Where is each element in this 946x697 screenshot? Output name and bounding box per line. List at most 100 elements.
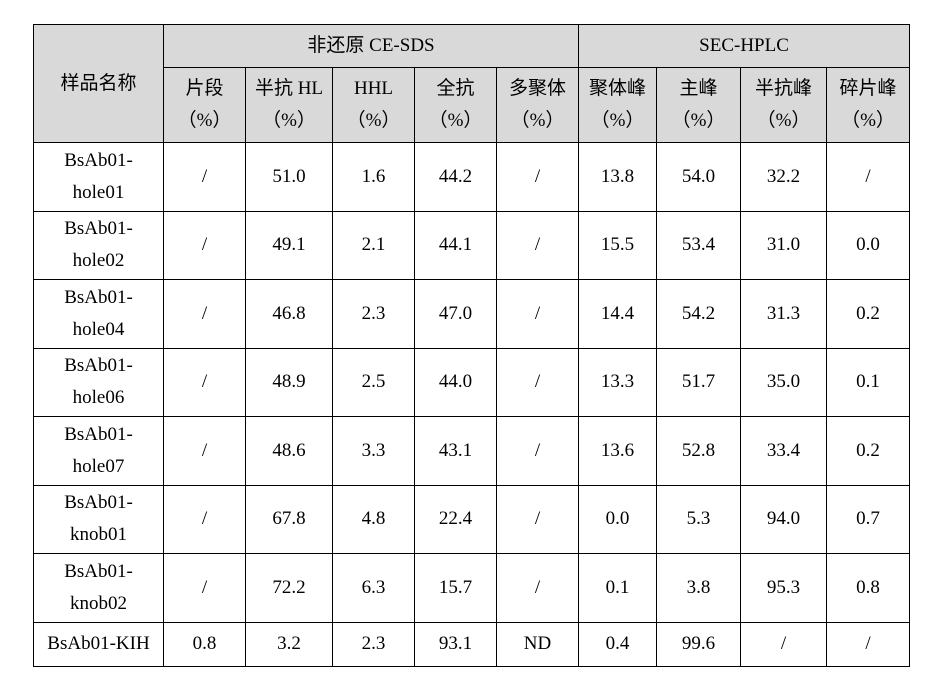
column-name: HHL (353, 78, 394, 99)
data-cell: 94.0 (740, 484, 828, 554)
data-cell: 2.5 (332, 347, 415, 417)
sample-name: BsAb01-hole07 (33, 416, 164, 486)
column-unit: （%） (346, 110, 401, 131)
column-header: HHL （%） (332, 67, 415, 143)
data-cell: 44.2 (414, 142, 497, 212)
column-unit: （%） (428, 110, 483, 131)
data-cell: / (163, 279, 246, 349)
data-cell: 2.1 (332, 210, 415, 280)
data-cell: 13.3 (578, 347, 658, 417)
data-cell: / (495, 142, 580, 212)
data-cell: 44.1 (414, 210, 497, 280)
data-cell: / (495, 416, 580, 486)
data-cell: 51.7 (656, 347, 742, 417)
table-header: 样品名称 非还原 CE-SDS SEC-HPLC 片段 （%） 半抗 HL （%） HHL （%… (33, 24, 911, 143)
data-cell: 2.3 (332, 279, 415, 349)
data-cell: 3.8 (656, 553, 742, 623)
column-header: 半抗峰 （%） (740, 67, 828, 143)
data-cell: 46.8 (245, 279, 333, 349)
header-row: 样品名称 非还原 CE-SDS SEC-HPLC (33, 24, 911, 143)
data-row: BsAb01-hole06/48.9 2.5 44.0/13.3 51.7 35.0 0.… (33, 347, 911, 417)
data-cell: 13.6 (578, 416, 658, 486)
data-cell: 93.1 (414, 621, 497, 667)
data-cell: / (163, 484, 246, 554)
sample-name: BsAb01-hole06 (33, 347, 164, 417)
column-header: 碎片峰 （%） (826, 67, 911, 143)
data-cell: 49.1 (245, 210, 333, 280)
data-cell: 0.0 (578, 484, 658, 554)
data-cell: 52.8 (656, 416, 742, 486)
column-header: 半抗 HL （%） (245, 67, 333, 143)
group-header: 非还原 CE-SDS (162, 24, 580, 68)
data-cell: 1.6 (332, 142, 415, 212)
data-table: 样品名称 非还原 CE-SDS SEC-HPLC 片段 （%） 半抗 HL （%） HHL （%… (33, 24, 911, 667)
sample-name: BsAb01-knob01 (33, 484, 164, 554)
data-row: BsAb01-knob02/72.2 6.3 15.7/0.1 3.8 95.3 0.8 (33, 553, 911, 623)
column-unit: （%） (671, 110, 726, 131)
data-cell: 33.4 (740, 416, 828, 486)
column-name: 半抗峰 (755, 78, 813, 99)
data-cell: 31.0 (740, 210, 828, 280)
data-cell: 0.8 (163, 621, 246, 667)
data-cell: / (163, 142, 246, 212)
data-cell: 14.4 (578, 279, 658, 349)
sample-name: BsAb01-KIH (33, 621, 164, 667)
column-name: 全抗 (436, 78, 475, 99)
column-unit: （%） (590, 110, 645, 131)
data-cell: 0.2 (826, 416, 911, 486)
data-cell: 48.9 (245, 347, 333, 417)
data-cell: 0.8 (826, 553, 911, 623)
data-cell: 0.7 (826, 484, 911, 554)
data-cell: / (495, 279, 580, 349)
data-cell: / (495, 553, 580, 623)
column-header: 全抗 （%） (414, 67, 497, 143)
header-row: 片段 （%） 半抗 HL （%） HHL （%） 全抗 （%） 多聚体 （%） 聚体峰 （%） 主峰 （%… (34, 67, 911, 143)
data-cell: 51.0 (245, 142, 333, 212)
data-cell: / (163, 347, 246, 417)
data-row: BsAb01-hole02/49.1 2.1 44.1/15.5 53.4 31.0 0.… (33, 210, 911, 280)
column-unit: （%） (756, 110, 811, 131)
data-row: BsAb01-hole01/51.0 1.6 44.2/13.8 54.0 32.2/ (33, 142, 911, 212)
data-cell: 31.3 (740, 279, 828, 349)
data-cell: 99.6 (656, 621, 742, 667)
data-cell: 3.3 (332, 416, 415, 486)
data-cell: / (163, 416, 246, 486)
data-cell: / (163, 553, 246, 623)
column-header: 多聚体 （%） (495, 67, 580, 143)
column-header: 主峰 （%） (656, 67, 742, 143)
data-cell: / (495, 347, 580, 417)
data-cell: / (740, 621, 828, 667)
column-unit: （%） (262, 110, 316, 131)
data-cell: 48.6 (245, 416, 333, 486)
data-row: BsAb01-hole04/46.8 2.3 47.0/14.4 54.2 31.3 0.… (33, 279, 911, 349)
data-cell: 43.1 (414, 416, 497, 486)
data-cell: 0.0 (826, 210, 911, 280)
data-cell: / (826, 142, 911, 212)
sample-name: BsAb01-hole02 (33, 210, 164, 280)
sample-name: BsAb01-knob02 (33, 553, 164, 623)
sample-name: BsAb01-hole04 (33, 279, 164, 349)
data-row: BsAb01-knob01/67.8 4.8 22.4/0.0 5.3 94.0 0.7 (33, 484, 911, 554)
column-header: 片段 （%） (163, 67, 246, 143)
data-cell: 15.5 (578, 210, 658, 280)
data-cell: 5.3 (656, 484, 742, 554)
column-unit: （%） (510, 110, 565, 131)
data-row: BsAb01-hole07/48.6 3.3 43.1/13.6 52.8 33.4 0.… (33, 416, 911, 486)
data-cell: 2.3 (332, 621, 415, 667)
data-cell: / (826, 621, 911, 667)
data-cell: 53.4 (656, 210, 742, 280)
header-cell: 样品名称 (33, 24, 164, 143)
data-cell: 72.2 (245, 553, 333, 623)
data-cell: 13.8 (578, 142, 658, 212)
data-cell: 0.4 (578, 621, 658, 667)
column-unit: （%） (841, 110, 895, 131)
data-cell: 67.8 (245, 484, 333, 554)
data-cell: 35.0 (740, 347, 828, 417)
data-cell: / (495, 484, 580, 554)
column-name: 片段 (185, 78, 224, 99)
column-name: 聚体峰 (589, 78, 647, 99)
column-name: 半抗 HL (254, 78, 324, 99)
table-body: BsAb01-hole01/51.0 1.6 44.2/13.8 54.0 32.2/B… (33, 142, 911, 667)
data-cell: 32.2 (740, 142, 828, 212)
